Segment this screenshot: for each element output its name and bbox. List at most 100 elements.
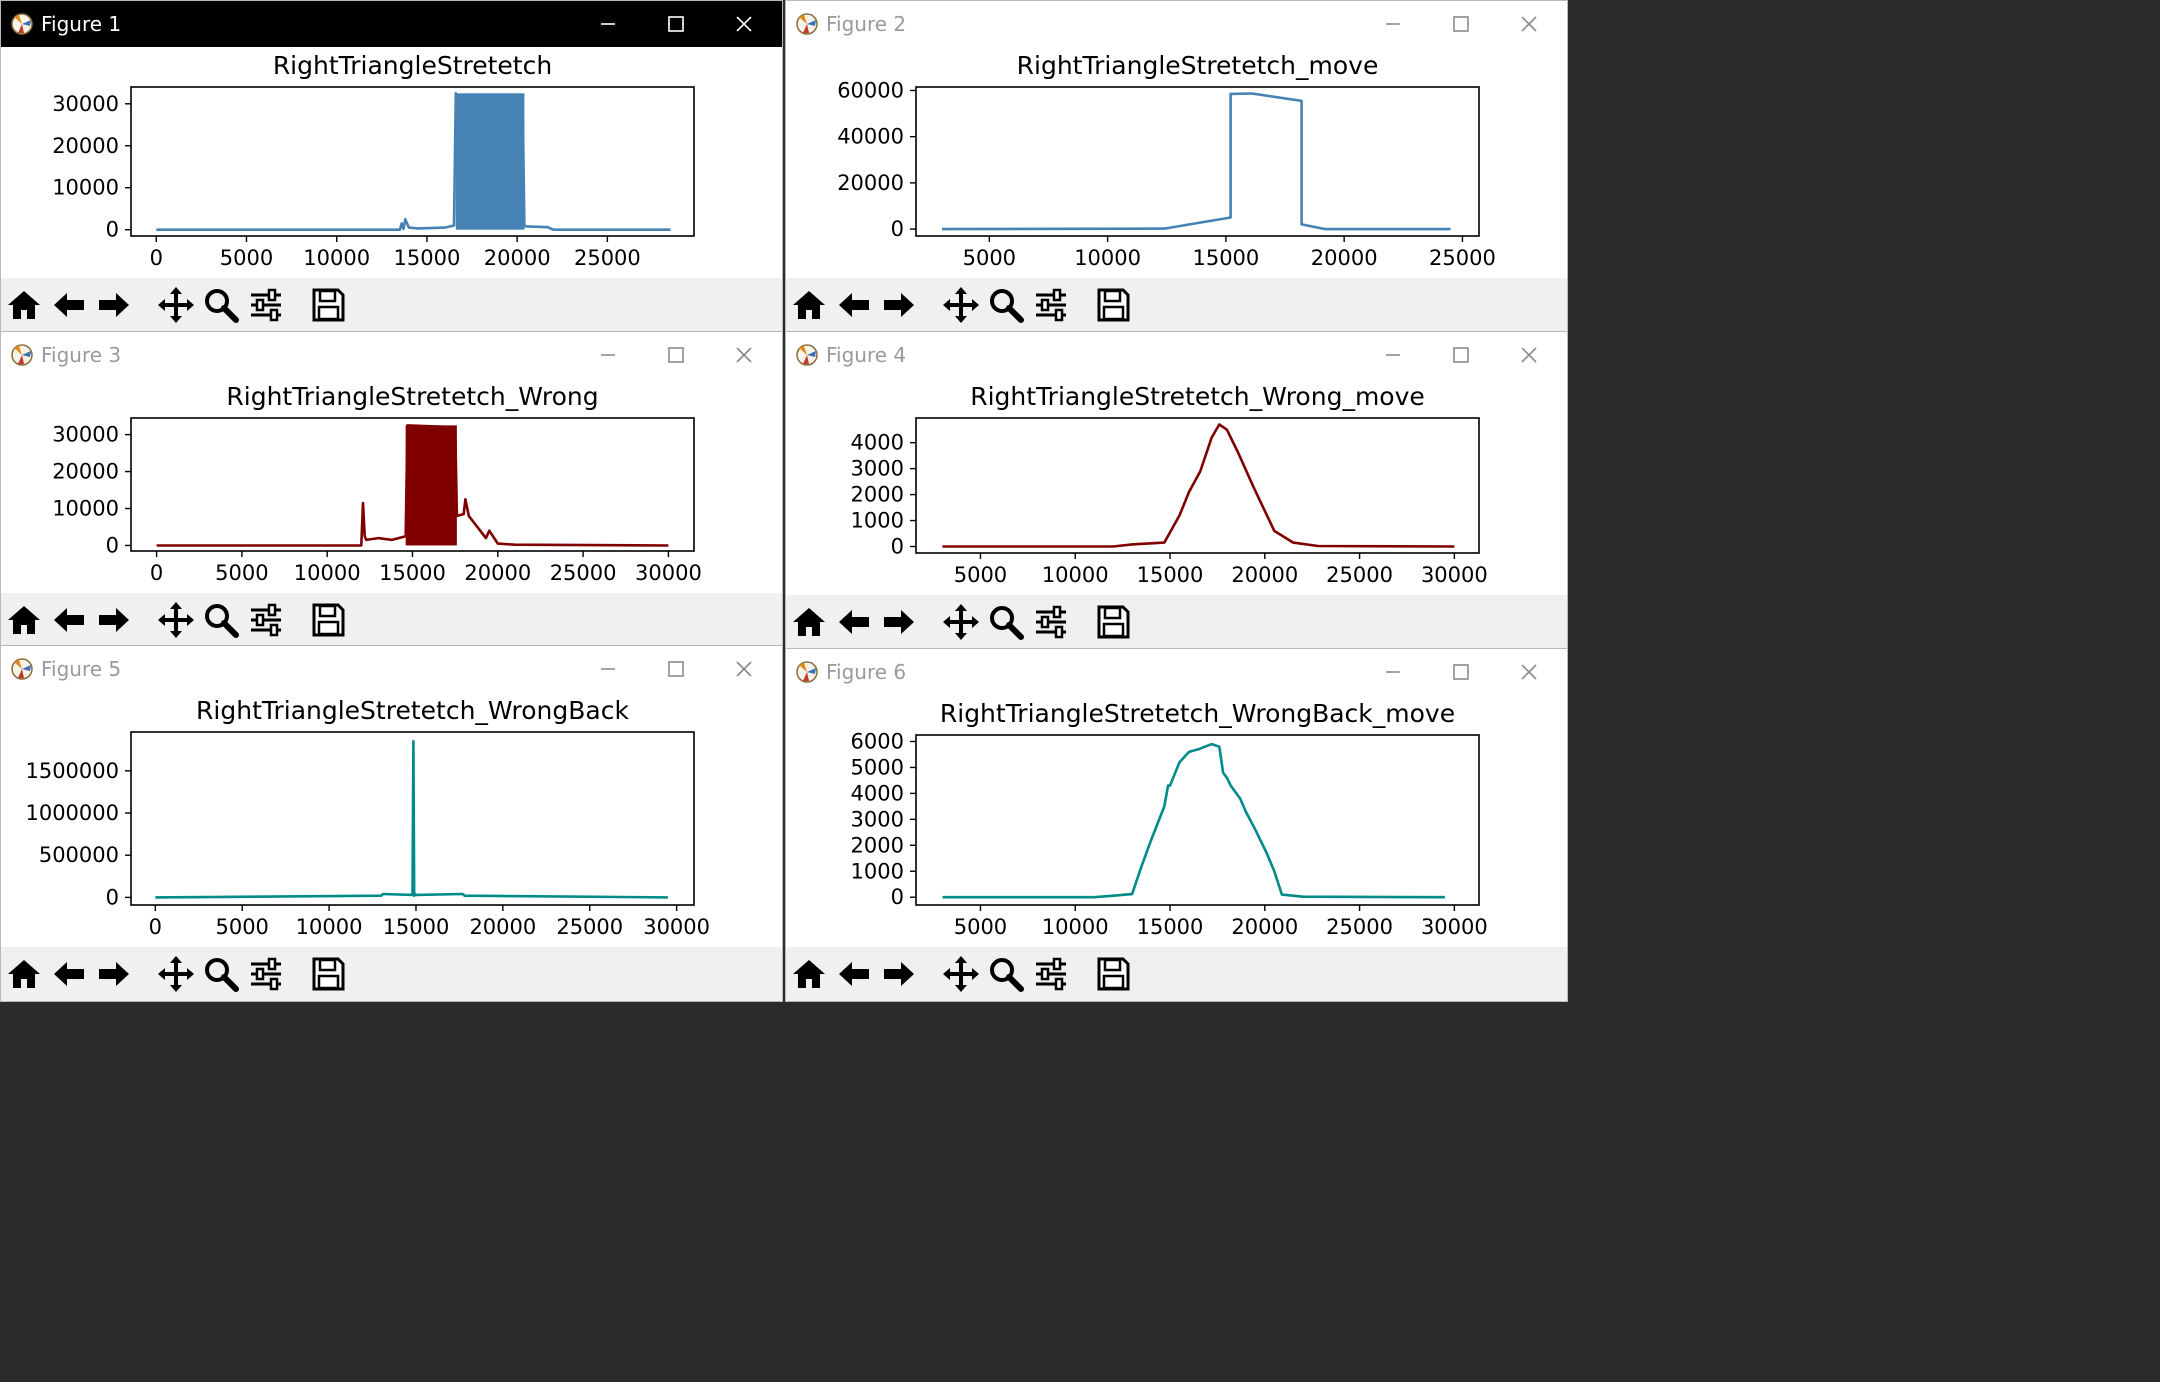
x-tick-label: 5000 bbox=[963, 246, 1016, 270]
axes-frame bbox=[915, 86, 1480, 237]
configure-subplots-button[interactable] bbox=[1030, 601, 1072, 643]
close-button[interactable] bbox=[710, 1, 778, 47]
back-button[interactable] bbox=[833, 601, 875, 643]
figure-window-3[interactable]: Figure 3 RightTriangleStretetch_Wrong 0 500… bbox=[0, 331, 783, 648]
x-tick-label: 20000 bbox=[484, 246, 551, 270]
configure-subplots-button[interactable] bbox=[1030, 284, 1072, 326]
configure-subplots-button[interactable] bbox=[1030, 953, 1072, 995]
save-button[interactable] bbox=[1092, 284, 1134, 326]
maximize-button[interactable] bbox=[642, 332, 710, 378]
y-tick-label: 0 bbox=[106, 533, 119, 557]
save-button[interactable] bbox=[307, 953, 349, 995]
close-button[interactable] bbox=[1495, 332, 1563, 378]
x-tick-label: 15000 bbox=[1137, 563, 1204, 587]
figure-window-4[interactable]: Figure 4 RightTriangleStretetch_Wrong_mov… bbox=[785, 331, 1568, 650]
maximize-button[interactable] bbox=[642, 1, 710, 47]
y-tick-label: 0 bbox=[891, 217, 904, 241]
maximize-button[interactable] bbox=[1427, 649, 1495, 695]
x-tick-label: 15000 bbox=[1137, 915, 1204, 939]
zoom-button[interactable] bbox=[200, 953, 242, 995]
figure-window-1[interactable]: Figure 1 RightTriangleStretetch 0 5000 10000… bbox=[0, 0, 783, 333]
configure-subplots-button[interactable] bbox=[245, 284, 287, 326]
close-button[interactable] bbox=[710, 332, 778, 378]
configure-subplots-button[interactable] bbox=[245, 599, 287, 641]
figure-window-6[interactable]: Figure 6 RightTriangleStretetch_WrongBack… bbox=[785, 648, 1568, 1002]
chart-svg: RightTriangleStretetch_move 5000 10000 1500… bbox=[837, 51, 1496, 270]
plot-canvas[interactable]: RightTriangleStretetch 0 5000 10000 15000 200… bbox=[1, 47, 782, 278]
back-button[interactable] bbox=[48, 953, 90, 995]
home-button[interactable] bbox=[3, 953, 45, 995]
minimize-button[interactable] bbox=[1359, 332, 1427, 378]
plot-canvas[interactable]: RightTriangleStretetch_Wrong 0 5000 10000 15… bbox=[1, 378, 782, 593]
pan-button[interactable] bbox=[155, 599, 197, 641]
plot-canvas[interactable]: RightTriangleStretetch_WrongBack 0 5000 100… bbox=[1, 692, 782, 947]
plot-canvas[interactable]: RightTriangleStretetch_move 5000 10000 1500… bbox=[786, 47, 1567, 278]
forward-button[interactable] bbox=[93, 599, 135, 641]
forward-button[interactable] bbox=[93, 284, 135, 326]
zoom-button[interactable] bbox=[200, 599, 242, 641]
maximize-button[interactable] bbox=[642, 646, 710, 692]
home-button[interactable] bbox=[788, 601, 830, 643]
configure-subplots-button[interactable] bbox=[245, 953, 287, 995]
x-tick-label: 30000 bbox=[635, 561, 702, 585]
minimize-button[interactable] bbox=[574, 646, 642, 692]
zoom-button[interactable] bbox=[985, 953, 1027, 995]
data-series-line bbox=[942, 423, 1455, 548]
maximize-button[interactable] bbox=[1427, 332, 1495, 378]
configure-subplots-icon bbox=[251, 288, 281, 322]
y-tick-label: 0 bbox=[106, 218, 119, 242]
minimize-button[interactable] bbox=[1359, 649, 1427, 695]
save-button[interactable] bbox=[1092, 953, 1134, 995]
maximize-button[interactable] bbox=[1427, 1, 1495, 47]
home-button[interactable] bbox=[788, 284, 830, 326]
close-button[interactable] bbox=[1495, 649, 1563, 695]
save-button[interactable] bbox=[307, 284, 349, 326]
pan-button[interactable] bbox=[940, 601, 982, 643]
save-button[interactable] bbox=[1092, 601, 1134, 643]
minimize-button[interactable] bbox=[1359, 1, 1427, 47]
title-bar[interactable]: Figure 2 bbox=[786, 1, 1567, 47]
pan-icon bbox=[943, 604, 979, 640]
figure-window-2[interactable]: Figure 2 RightTriangleStretetch_move 5000 1… bbox=[785, 0, 1568, 333]
forward-icon bbox=[99, 608, 129, 632]
back-button[interactable] bbox=[48, 284, 90, 326]
minimize-button[interactable] bbox=[574, 1, 642, 47]
chart-svg: RightTriangleStretetch_Wrong 0 5000 10000 15… bbox=[52, 382, 702, 585]
pan-button[interactable] bbox=[155, 284, 197, 326]
plot-canvas[interactable]: RightTriangleStretetch_WrongBack_move 500… bbox=[786, 695, 1567, 947]
close-button[interactable] bbox=[1495, 1, 1563, 47]
zoom-icon bbox=[990, 289, 1024, 323]
home-button[interactable] bbox=[3, 284, 45, 326]
zoom-button[interactable] bbox=[200, 284, 242, 326]
home-button[interactable] bbox=[788, 953, 830, 995]
title-bar[interactable]: Figure 4 bbox=[786, 332, 1567, 378]
zoom-button[interactable] bbox=[985, 284, 1027, 326]
close-icon bbox=[1521, 664, 1537, 680]
forward-button[interactable] bbox=[878, 284, 920, 326]
forward-button[interactable] bbox=[93, 953, 135, 995]
home-icon bbox=[793, 608, 825, 636]
forward-button[interactable] bbox=[878, 953, 920, 995]
chart-svg: RightTriangleStretetch_WrongBack 0 5000 100… bbox=[25, 696, 710, 939]
matplotlib-logo-icon bbox=[11, 344, 33, 366]
zoom-button[interactable] bbox=[985, 601, 1027, 643]
back-button[interactable] bbox=[833, 953, 875, 995]
forward-button[interactable] bbox=[878, 601, 920, 643]
title-bar[interactable]: Figure 5 bbox=[1, 646, 782, 692]
pan-button[interactable] bbox=[940, 953, 982, 995]
title-bar[interactable]: Figure 3 bbox=[1, 332, 782, 378]
home-button[interactable] bbox=[3, 599, 45, 641]
title-bar[interactable]: Figure 1 bbox=[1, 1, 782, 47]
close-button[interactable] bbox=[710, 646, 778, 692]
back-button[interactable] bbox=[48, 599, 90, 641]
pan-button[interactable] bbox=[155, 953, 197, 995]
title-bar[interactable]: Figure 6 bbox=[786, 649, 1567, 695]
figure-window-5[interactable]: Figure 5 RightTriangleStretetch_WrongBack… bbox=[0, 645, 783, 1002]
save-button[interactable] bbox=[307, 599, 349, 641]
x-tick-label: 20000 bbox=[1231, 563, 1298, 587]
plot-canvas[interactable]: RightTriangleStretetch_Wrong_move 5000 100… bbox=[786, 378, 1567, 595]
pan-button[interactable] bbox=[940, 284, 982, 326]
back-button[interactable] bbox=[833, 284, 875, 326]
minimize-button[interactable] bbox=[574, 332, 642, 378]
y-tick-label: 0 bbox=[891, 885, 904, 909]
